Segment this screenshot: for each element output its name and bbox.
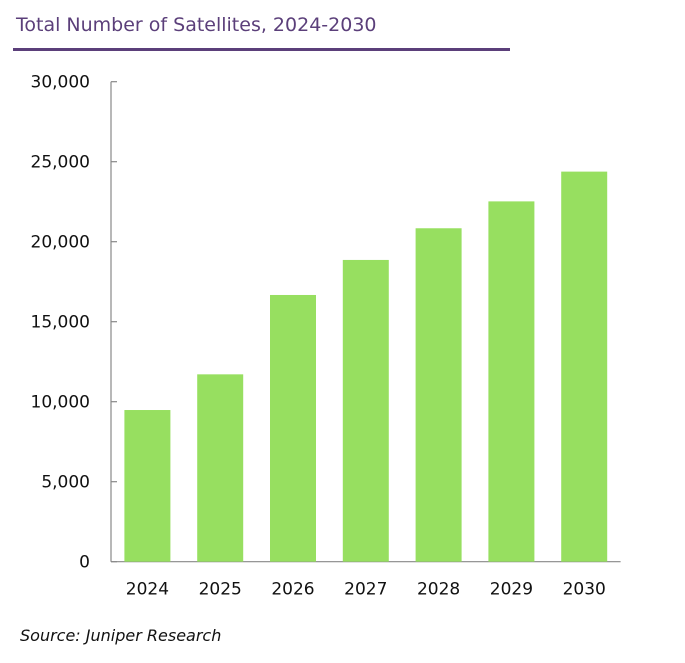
y-tick-label: 20,000 (31, 233, 90, 253)
bar-2025 (197, 374, 244, 562)
bar-2030 (561, 171, 608, 562)
x-tick-label: 2025 (199, 580, 242, 600)
x-tick-label: 2026 (271, 580, 314, 600)
bar-2024 (124, 410, 171, 562)
bar-2028 (415, 228, 462, 562)
title-underline (13, 48, 510, 51)
y-tick-label: 10,000 (31, 393, 90, 413)
source-note: Source: Juniper Research (20, 626, 222, 645)
bar-2027 (342, 259, 389, 562)
x-tick-label: 2029 (490, 580, 533, 600)
x-tick-label: 2030 (563, 580, 606, 600)
y-tick-label: 30,000 (31, 73, 90, 93)
chart-title: Total Number of Satellites, 2024-2030 (16, 14, 377, 36)
y-tick-label: 15,000 (31, 313, 90, 333)
y-tick-label: 0 (79, 553, 90, 573)
x-tick-label: 2027 (344, 580, 387, 600)
x-tick-label: 2028 (417, 580, 460, 600)
bar-2026 (270, 294, 316, 562)
x-tick-label: 2024 (126, 580, 169, 600)
y-tick-label: 25,000 (31, 153, 90, 173)
y-tick-label: 5,000 (41, 473, 90, 493)
bar-2029 (488, 201, 535, 562)
